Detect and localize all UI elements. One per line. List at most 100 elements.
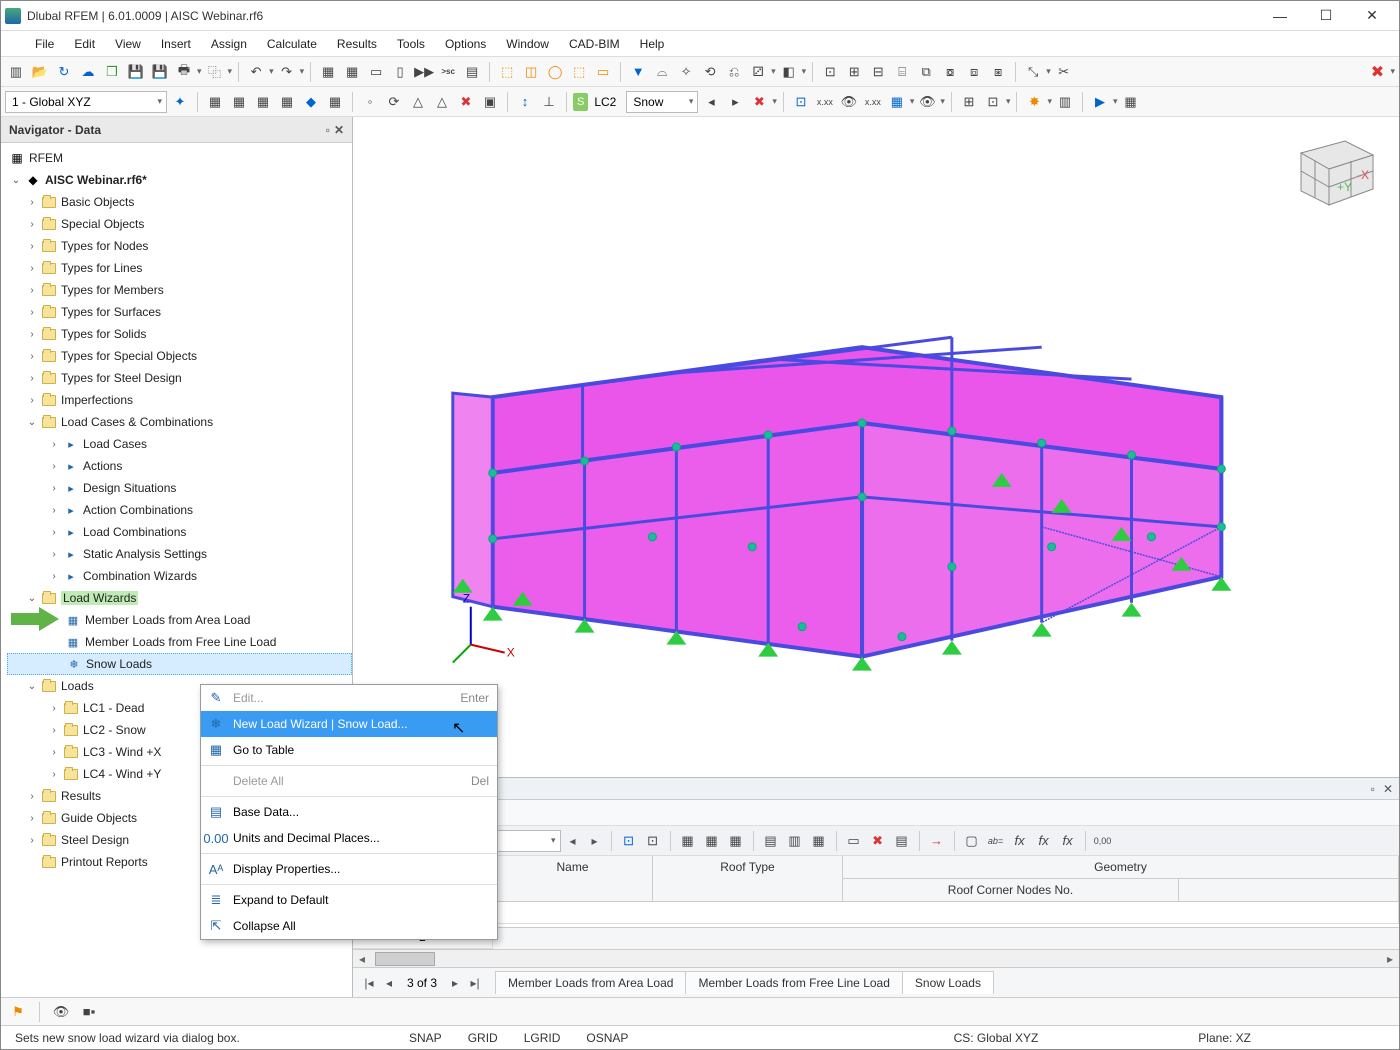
tab-1[interactable]: Member Loads from Free Line Load [685,971,902,994]
expand-icon[interactable]: › [25,263,39,274]
ctx-item[interactable]: ≣ Expand to Default [201,887,497,913]
filter-icon[interactable]: ▼ [627,61,649,83]
bp-float-icon[interactable]: ▫ [1371,782,1375,796]
tool-c-icon[interactable]: ⟲ [699,61,721,83]
doc-icon[interactable]: ▤ [461,61,483,83]
bp-gonext-icon[interactable]: ▸ [585,831,605,851]
panel-float-icon[interactable]: ▫ [326,123,330,137]
flag-icon[interactable]: ⚑ [7,1001,29,1023]
col-roof-type[interactable]: Roof Type [653,856,843,901]
expand-icon[interactable]: › [47,439,61,450]
print-icon[interactable]: 🖶 [173,61,195,83]
menu-window[interactable]: Window [496,33,559,55]
expand-icon[interactable]: › [47,703,61,714]
tree-item[interactable]: LC3 - Wind +X [83,745,161,759]
tree-item[interactable]: Types for Members [61,283,164,297]
table2-icon[interactable]: ▦ [341,61,363,83]
tree-item[interactable]: Imperfections [61,393,133,407]
w2-icon[interactable]: ⊡ [982,91,1004,113]
script-icon[interactable]: >sc [437,61,459,83]
status-osnap[interactable]: OSNAP [580,1031,634,1045]
grp1-icon[interactable]: ⊡ [819,61,841,83]
expand-icon[interactable]: ⌄ [25,593,39,604]
select1-icon[interactable]: ⬚ [496,61,518,83]
panel1-icon[interactable]: ▭ [365,61,387,83]
tree-item[interactable]: Special Objects [61,217,144,231]
tree-load-wizards[interactable]: Load Wizards [61,591,138,605]
v1-icon[interactable]: ⊡ [790,91,812,113]
lc-del-icon[interactable]: ✖ [748,91,770,113]
tool-e-icon[interactable]: ◧ [778,61,800,83]
n5-icon[interactable]: ✖ [455,91,477,113]
tool-a-icon[interactable]: ⌓ [651,61,673,83]
grp8-icon[interactable]: ⧆ [987,61,1009,83]
expand-icon[interactable]: › [25,395,39,406]
menu-help[interactable]: Help [630,33,675,55]
grp5-icon[interactable]: ⧉ [915,61,937,83]
expand-icon[interactable]: › [25,351,39,362]
lc-next-icon[interactable]: ▸ [724,91,746,113]
menu-cadbim[interactable]: CAD-BIM [559,33,630,55]
grp4-icon[interactable]: ⌸ [891,61,913,83]
m5-icon[interactable]: ◆ [300,91,322,113]
tree-item[interactable]: Action Combinations [83,503,193,517]
panel2-icon[interactable]: ▯ [389,61,411,83]
expand-icon[interactable]: › [25,307,39,318]
bp-goprev-icon[interactable]: ◂ [563,831,583,851]
tab-0[interactable]: Member Loads from Area Load [495,971,686,994]
bp-g11-icon[interactable]: ▢ [961,830,983,852]
tree-item[interactable]: Guide Objects [61,811,137,825]
bp-g2-icon[interactable]: ▦ [701,830,723,852]
bp-g3-icon[interactable]: ▦ [725,830,747,852]
v6-icon[interactable]: 👁 [916,91,938,113]
refresh-icon[interactable]: ↻ [53,61,75,83]
expand-icon[interactable]: › [47,747,61,758]
menu-app-icon[interactable] [3,36,19,52]
m6-icon[interactable]: ▦ [324,91,346,113]
tree-item[interactable]: LC2 - Snow [83,723,146,737]
undo-icon[interactable]: ↶ [245,61,267,83]
tree-item[interactable]: LC4 - Wind +Y [83,767,161,781]
tree-file[interactable]: AISC Webinar.rf6* [45,173,147,187]
grp7-icon[interactable]: ⧈ [963,61,985,83]
redo-icon[interactable]: ↷ [276,61,298,83]
expand-icon[interactable]: › [47,769,61,780]
bp-g1-icon[interactable]: ▦ [677,830,699,852]
star-icon[interactable]: ✸ [1023,91,1045,113]
save-all-icon[interactable]: 💾 [149,61,171,83]
tree-lw-0[interactable]: Member Loads from Area Load [85,613,250,627]
status-grid[interactable]: GRID [462,1031,504,1045]
panel-close-icon[interactable]: ✕ [334,123,344,137]
v4-icon[interactable]: x.xx [862,91,884,113]
orientation-cube[interactable]: +Y -X [1283,131,1379,211]
v3-icon[interactable]: 👁 [838,91,860,113]
tree-item[interactable]: Results [61,789,101,803]
select2-icon[interactable]: ◫ [520,61,542,83]
tab-2[interactable]: Snow Loads [902,971,994,994]
lc-name-combo[interactable]: Snow [626,91,698,113]
n3-icon[interactable]: △ [407,91,429,113]
lc-prev-icon[interactable]: ◂ [700,91,722,113]
menu-tools[interactable]: Tools [387,33,435,55]
grp3-icon[interactable]: ⊟ [867,61,889,83]
ctx-item[interactable]: ▦ Go to Table [201,737,497,763]
bp-close-icon[interactable]: ✕ [1383,782,1393,796]
close-button[interactable]: ✕ [1349,2,1395,30]
expand-icon[interactable]: › [25,791,39,802]
expand-icon[interactable]: › [25,813,39,824]
tree-item[interactable]: Static Analysis Settings [83,547,207,561]
tree-lw-1[interactable]: Member Loads from Free Line Load [85,635,276,649]
expand-icon[interactable]: › [25,285,39,296]
tree-item[interactable]: Types for Steel Design [61,371,182,385]
bp-g8-icon[interactable]: ✖ [867,830,889,852]
expand-icon[interactable]: › [47,505,61,516]
expand-icon[interactable]: › [25,329,39,340]
bp-t1-icon[interactable]: ⊡ [618,830,640,852]
ctx-item[interactable]: 0.00 Units and Decimal Places... [201,825,497,851]
bp-fx2-icon[interactable]: fx [1033,830,1055,852]
tab-prev-icon[interactable]: ◂ [379,973,399,993]
tree-root[interactable]: RFEM [29,151,63,165]
tree-loads[interactable]: Loads [61,679,94,693]
tree-lcc[interactable]: Load Cases & Combinations [61,415,213,429]
tree-item[interactable]: Design Situations [83,481,176,495]
